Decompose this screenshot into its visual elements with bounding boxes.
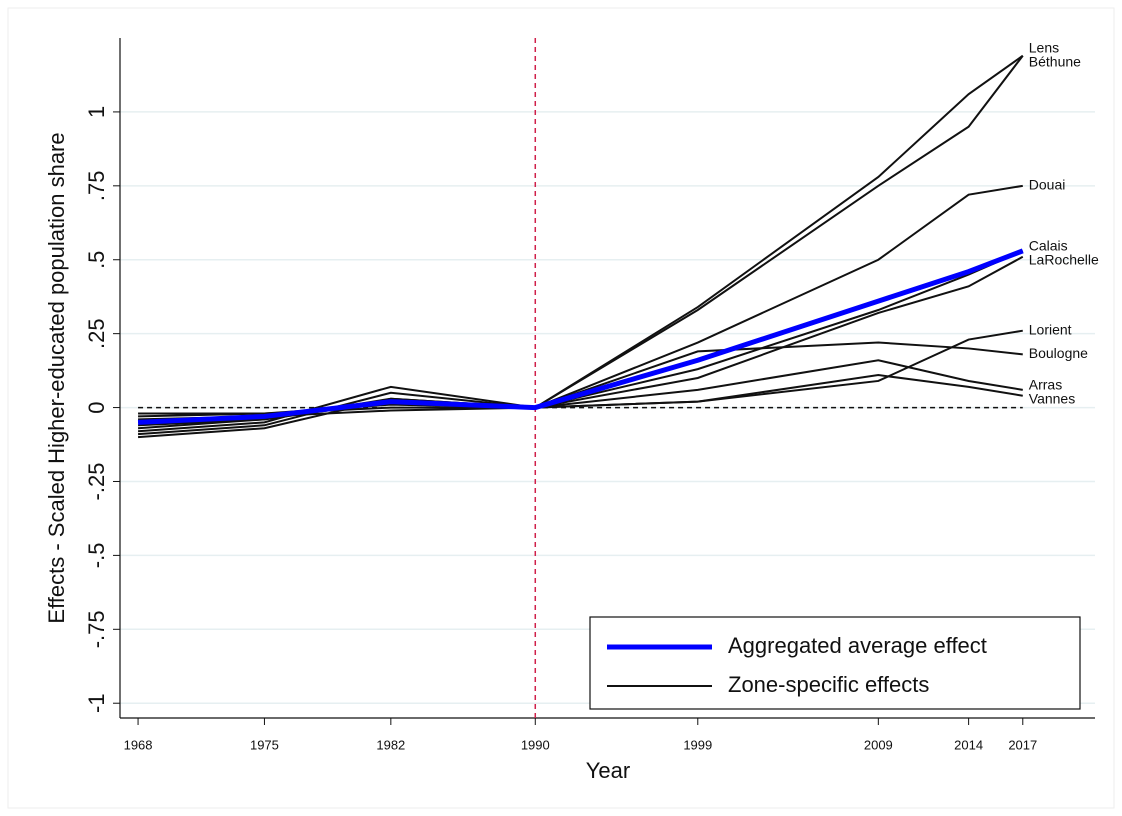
- x-axis-title: Year: [586, 758, 630, 783]
- legend-label: Zone-specific effects: [728, 672, 929, 697]
- legend-box: [589, 616, 1081, 710]
- zone-line: [137, 55, 1024, 436]
- y-tick-label: -.25: [84, 463, 109, 501]
- x-tick-label: 1975: [250, 737, 279, 752]
- y-tick-label: .75: [84, 171, 109, 202]
- end-label: Calais: [1029, 238, 1068, 254]
- x-tick-label: 1982: [376, 737, 405, 752]
- end-label: Béthune: [1029, 53, 1081, 69]
- zone-line: [137, 359, 1023, 439]
- x-tick-label: 1968: [124, 737, 153, 752]
- y-tick-label: -1: [84, 693, 109, 713]
- x-tick-label: 1999: [683, 737, 712, 752]
- end-label: Lens: [1029, 39, 1059, 55]
- y-axis-title: Effects - Scaled Higher-educated populat…: [44, 132, 69, 623]
- x-tick-label: 2014: [954, 737, 983, 752]
- end-label: Douai: [1029, 177, 1066, 193]
- end-label: Vannes: [1029, 390, 1075, 406]
- end-label: Lorient: [1029, 321, 1072, 337]
- end-label: LaRochelle: [1029, 252, 1099, 268]
- x-tick-label: 2009: [864, 737, 893, 752]
- y-tick-label: 0: [84, 401, 109, 413]
- average-line: [137, 248, 1024, 425]
- x-tick-label: 2017: [1008, 737, 1037, 752]
- y-tick-label: -.75: [84, 610, 109, 648]
- end-label: Boulogne: [1029, 345, 1088, 361]
- legend-label: Aggregated average effect: [728, 633, 987, 658]
- end-label: Arras: [1029, 376, 1062, 392]
- y-tick-label: -.5: [84, 543, 109, 569]
- y-tick-label: .25: [84, 318, 109, 349]
- y-tick-label: 1: [84, 106, 109, 118]
- x-tick-label: 1990: [521, 737, 550, 752]
- y-tick-label: .5: [84, 251, 109, 269]
